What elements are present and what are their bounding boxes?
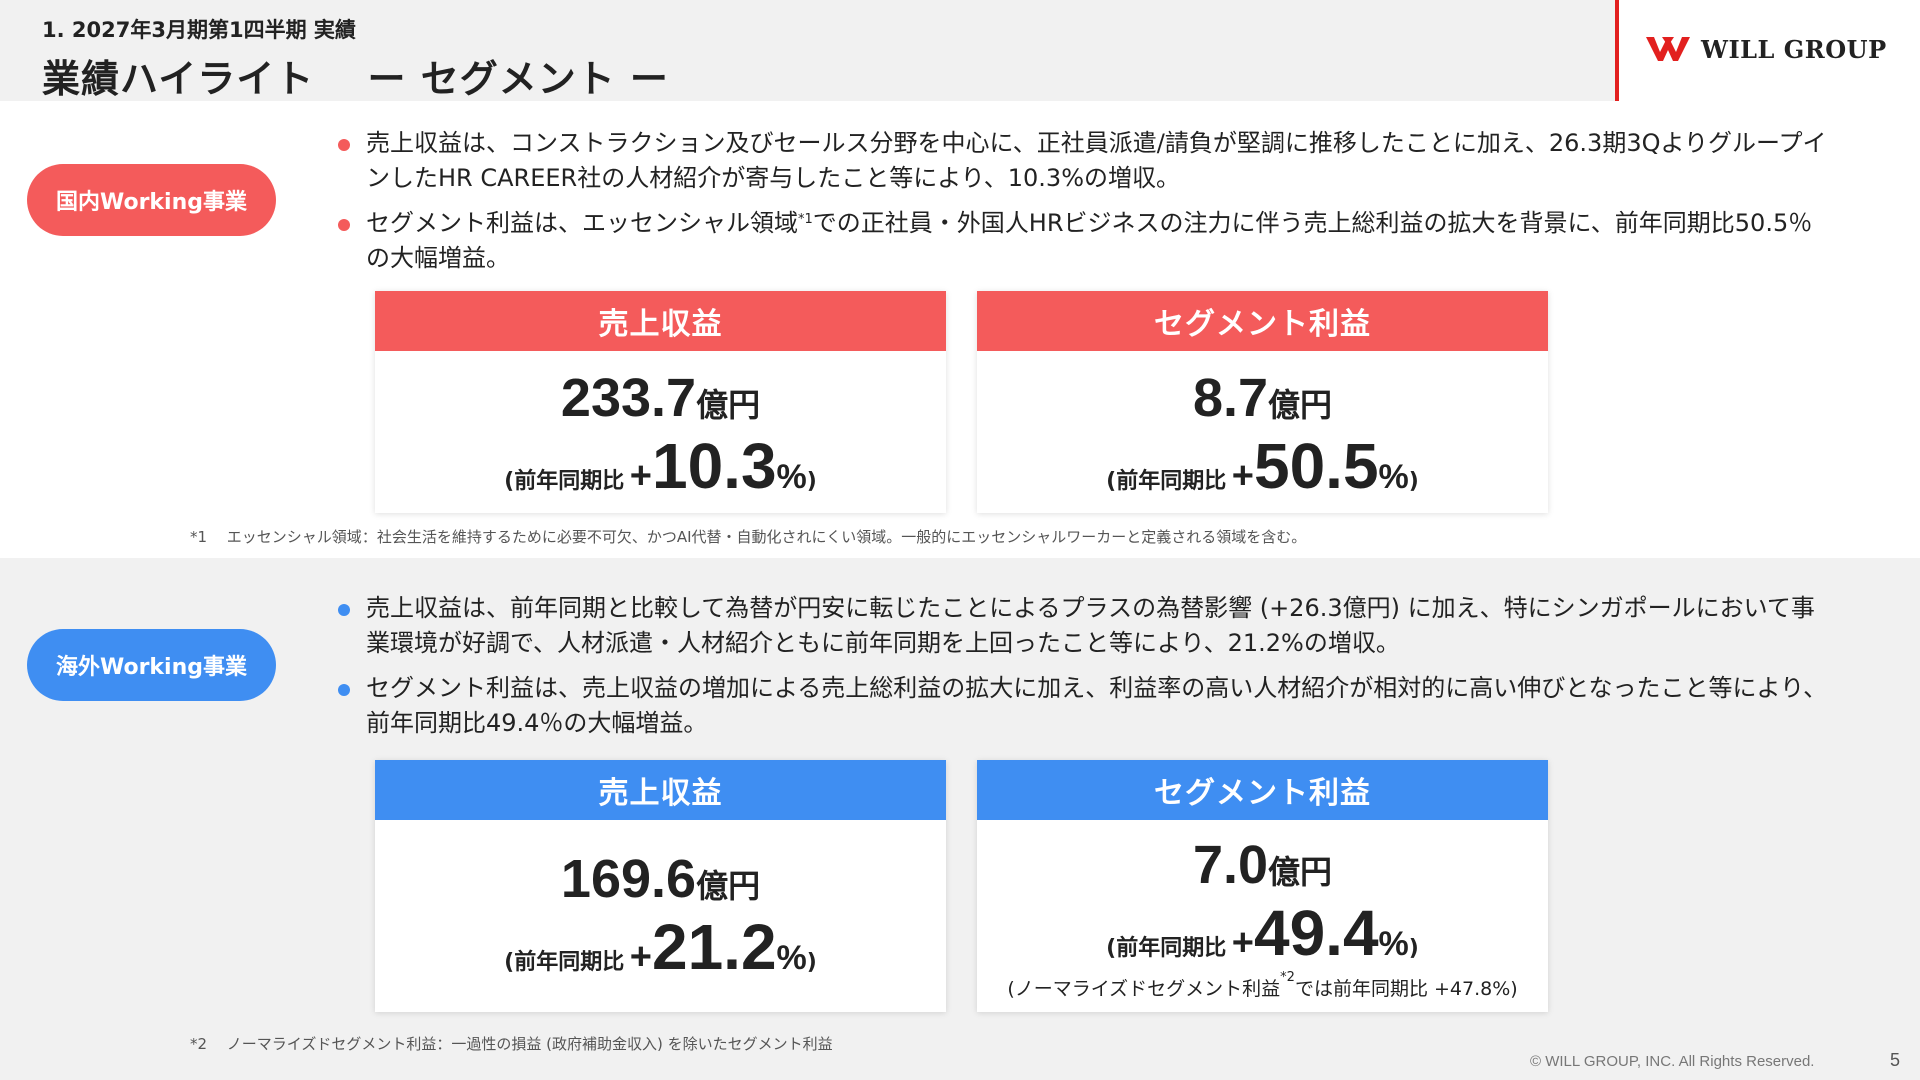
overseas-bullet-list: 売上収益は、前年同期と比較して為替が円安に転じたことによるプラスの為替影響 (+… (336, 591, 1836, 751)
revenue-value: 233.7 (560, 368, 697, 428)
yoy-change: (前年同期比 +50.5%) (977, 429, 1548, 503)
yoy-close: ) (1408, 469, 1419, 494)
revenue-unit: 億円 (696, 867, 761, 905)
section-subtitle: 1. 2027年3月期第1四半期 実績 (42, 18, 356, 42)
header-divider (1615, 0, 1619, 101)
yoy-percent: % (1378, 925, 1409, 963)
card-heading: 売上収益 (375, 291, 946, 351)
yoy-change: (前年同期比 +10.3%) (375, 429, 946, 503)
yoy-change: (前年同期比 +21.2%) (375, 910, 946, 984)
footnote-normalized: *2 ノーマライズドセグメント利益：一過性の損益 (政府補助金収入) を除いたセ… (190, 1035, 833, 1053)
list-item: 売上収益は、前年同期と比較して為替が円安に転じたことによるプラスの為替影響 (+… (336, 591, 1836, 661)
yoy-sign: + (629, 936, 652, 978)
bullet-dot-icon (338, 139, 350, 151)
revenue-unit: 億円 (696, 386, 761, 424)
card-heading: セグメント利益 (977, 760, 1548, 820)
card-heading: 売上収益 (375, 760, 946, 820)
domestic-profit-card: セグメント利益 8.7億円 (前年同期比 +50.5%) (977, 291, 1548, 513)
page-number: 5 (1890, 1050, 1901, 1070)
list-item: セグメント利益は、エッセンシャル領域*1での正社員・外国人HRビジネスの注力に伴… (336, 206, 1836, 276)
yoy-value: 21.2 (651, 911, 777, 983)
logo-text: WILL GROUP (1701, 34, 1887, 64)
profit-value: 8.7 (1192, 368, 1269, 428)
yoy-change: (前年同期比 +49.4%) (977, 896, 1548, 970)
overseas-revenue-card: 売上収益 169.6億円 (前年同期比 +21.2%) (375, 760, 946, 1012)
footnote-ref: *1 (798, 212, 813, 227)
footnote-ref: *2 (1280, 970, 1295, 985)
yoy-value: 49.4 (1253, 897, 1379, 969)
card-value: 169.6億円 (375, 848, 946, 910)
note-post: では前年同期比 +47.8%) (1294, 978, 1518, 1000)
yoy-label: (前年同期比 (504, 469, 625, 494)
domestic-revenue-card: 売上収益 233.7億円 (前年同期比 +10.3%) (375, 291, 946, 513)
yoy-percent: % (776, 939, 807, 977)
overseas-profit-card: セグメント利益 7.0億円 (前年同期比 +49.4%) (ノーマライズドセグメ… (977, 760, 1548, 1012)
yoy-value: 10.3 (651, 430, 777, 502)
card-value: 7.0億円 (977, 834, 1548, 896)
yoy-value: 50.5 (1253, 430, 1379, 502)
domestic-bullet-revenue: 売上収益は、コンストラクション及びセールス分野を中心に、正社員派遣/請負が堅調に… (366, 129, 1827, 192)
list-item: 売上収益は、コンストラクション及びセールス分野を中心に、正社員派遣/請負が堅調に… (336, 126, 1836, 196)
yoy-close: ) (806, 469, 817, 494)
domestic-bullet-list: 売上収益は、コンストラクション及びセールス分野を中心に、正社員派遣/請負が堅調に… (336, 126, 1836, 286)
company-logo: WILL GROUP (1645, 34, 1887, 64)
header-bar: 1. 2027年3月期第1四半期 実績 業績ハイライト ー セグメント ー (0, 0, 1615, 101)
list-item: セグメント利益は、売上収益の増加による売上総利益の拡大に加え、利益率の高い人材紹… (336, 671, 1836, 741)
domestic-bullet-profit-pre: セグメント利益は、エッセンシャル領域 (366, 209, 798, 237)
yoy-sign: + (1231, 455, 1254, 497)
note-pre: (ノーマライズドセグメント利益 (1007, 978, 1281, 1000)
bullet-dot-icon (338, 604, 350, 616)
overseas-segment-label: 海外Working事業 (27, 629, 276, 701)
bullet-dot-icon (338, 684, 350, 696)
card-value: 8.7億円 (977, 367, 1548, 429)
profit-unit: 億円 (1268, 386, 1333, 424)
bullet-dot-icon (338, 219, 350, 231)
yoy-percent: % (776, 458, 807, 496)
copyright: © WILL GROUP, INC. All Rights Reserved. (1530, 1053, 1815, 1070)
footnote-essential: *1 エッセンシャル領域：社会生活を維持するために必要不可欠、かつAI代替・自動… (190, 528, 1307, 546)
domestic-bullet-profit-post: での正社員・外国人HRビジネスの注力に伴う売上総利益の拡大を背景に、前年同期比5… (366, 209, 1813, 272)
profit-unit: 億円 (1268, 853, 1333, 891)
card-heading: セグメント利益 (977, 291, 1548, 351)
domestic-segment-label: 国内Working事業 (27, 164, 276, 236)
overseas-bullet-revenue: 売上収益は、前年同期と比較して為替が円安に転じたことによるプラスの為替影響 (+… (366, 594, 1815, 657)
page-title: 業績ハイライト ー セグメント ー (42, 57, 669, 101)
overseas-bullet-profit: セグメント利益は、売上収益の増加による売上総利益の拡大に加え、利益率の高い人材紹… (366, 674, 1828, 737)
card-value: 233.7億円 (375, 367, 946, 429)
yoy-close: ) (1408, 936, 1419, 961)
revenue-value: 169.6 (560, 849, 697, 909)
yoy-label: (前年同期比 (1106, 936, 1227, 961)
yoy-percent: % (1378, 458, 1409, 496)
yoy-sign: + (629, 455, 652, 497)
overseas-section-background (0, 558, 1920, 1080)
yoy-close: ) (806, 950, 817, 975)
profit-value: 7.0 (1192, 835, 1269, 895)
will-group-logo-icon (1646, 37, 1690, 61)
yoy-label: (前年同期比 (504, 950, 625, 975)
yoy-label: (前年同期比 (1106, 469, 1227, 494)
normalized-profit-note: (ノーマライズドセグメント利益*2では前年同期比 +47.8%) (977, 970, 1548, 1001)
yoy-sign: + (1231, 922, 1254, 964)
